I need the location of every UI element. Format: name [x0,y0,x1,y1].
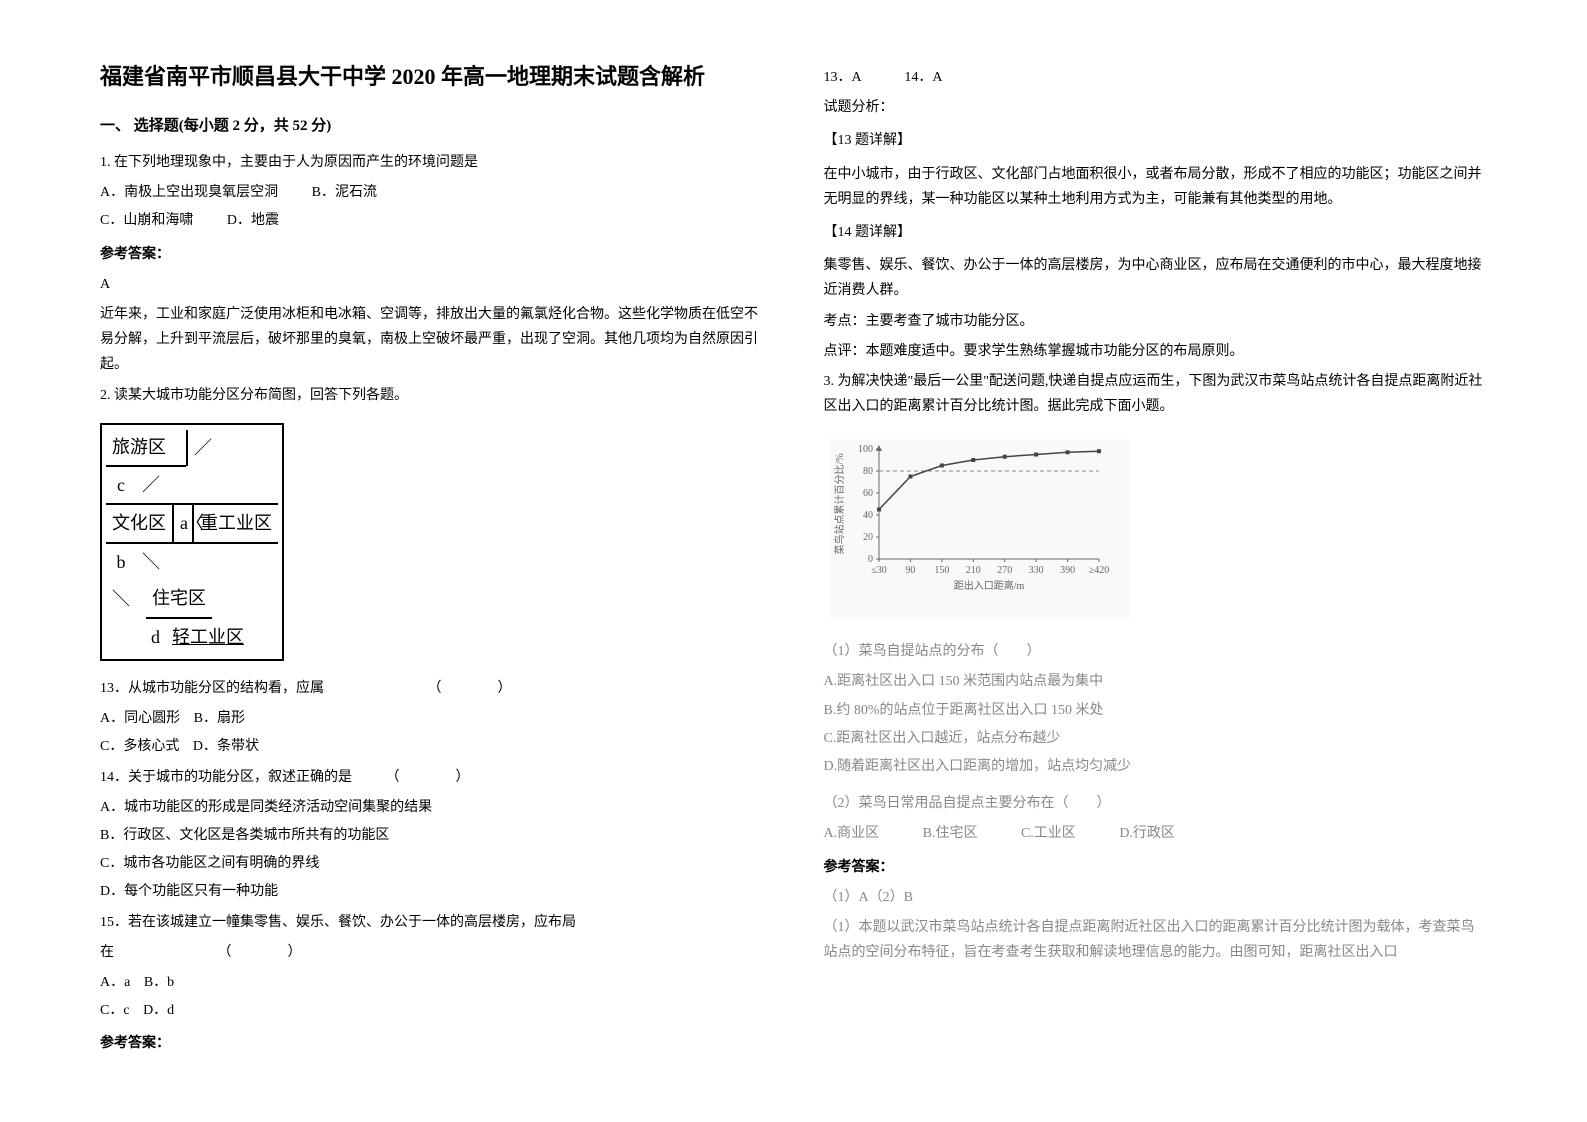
q13-optA: A．同心圆形 [100,711,180,726]
detail-14: 集零售、娱乐、餐饮、办公于一体的高层楼房，为中心商业区，应布局在交通便利的市中心… [824,253,1488,303]
q3-sub1-optA: A.距离社区出入口 150 米范围内站点最为集中 [824,669,1488,694]
q3-sub2-optC: C.工业区 [1021,826,1076,841]
q1-answer: A [100,272,764,297]
q3-sub1-optB: B.约 80%的站点位于距离社区出入口 150 米处 [824,698,1488,723]
diagram-tourism: 旅游区 [106,429,186,467]
answer-14: 14．A [904,70,942,85]
svg-text:≤30: ≤30 [871,565,887,576]
q3-stem: 3. 为解决快递"最后一公里"配送问题,快递自提点应运而生，下图为武汉市菜鸟站点… [824,369,1488,419]
detail-13-label: 【13 题详解】 [824,128,1488,153]
q1-optB: B．泥石流 [312,185,377,200]
q13-optC: C．多核心式 [100,739,179,754]
q14-optC: C．城市各功能区之间有明确的界线 [100,851,764,876]
diagram-light: 轻工业区 [166,619,250,655]
q15-optA: A．a [100,975,130,990]
q13-stem: 13．从城市功能分区的结构看，应属 （ ） [100,676,764,701]
svg-text:60: 60 [863,488,873,499]
q1-explanation: 近年来，工业和家庭广泛使用冰柜和电冰箱、空调等，排放出大量的氟氯烃化合物。这些化… [100,302,764,378]
q3-sub2-options: A.商业区 B.住宅区 C.工业区 D.行政区 [824,821,1488,846]
q15-line1: A．a B．b [100,970,764,995]
svg-text:≥420: ≥420 [1088,565,1109,576]
q1-stem: 1. 在下列地理现象中，主要由于人为原因而产生的环境问题是 [100,150,764,175]
svg-text:390: 390 [1060,565,1075,576]
svg-text:20: 20 [863,532,873,543]
q2-answer-label: 参考答案： [100,1031,764,1056]
diagram-culture: 文化区 [106,505,174,541]
diagram-d: d [106,619,166,655]
q1-optD: D．地震 [227,213,279,228]
q15-stem2: 在 （ ） [100,940,764,965]
q1-optC: C．山崩和海啸 [100,213,193,228]
q3-sub2-stem: （2）菜鸟日常用品自提点主要分布在（ ） [824,791,1488,816]
q1-options-line2: C．山崩和海啸 D．地震 [100,208,764,233]
svg-text:40: 40 [863,510,873,521]
q13-optD: D．条带状 [193,739,259,754]
comment: 点评：本题难度适中。要求学生熟练掌握城市功能分区的布局原则。 [824,339,1488,364]
detail-13: 在中小城市，由于行政区、文化部门占地面积很小，或者布局分散，形成不了相应的功能区… [824,162,1488,212]
svg-text:270: 270 [997,565,1012,576]
q3-sub1-optC: C.距离社区出入口越近，站点分布越少 [824,726,1488,751]
q3-sub2-optA: A.商业区 [824,826,880,841]
q3-sub1-stem: （1）菜鸟自提站点的分布（ ） [824,639,1488,664]
svg-text:菜鸟站点累计百分比/%: 菜鸟站点累计百分比/% [833,454,846,555]
q1-optA: A．南极上空出现臭氧层空洞 [100,185,278,200]
svg-text:330: 330 [1028,565,1043,576]
cumulative-percent-chart: 0 20 40 60 80 100 ≤30 90 150 210 270 330 390 ≥420 菜鸟站点… [824,434,1488,624]
answer-13: 13．A [824,70,861,85]
q14-optD: D．每个功能区只有一种功能 [100,879,764,904]
q3-sub2-optB: B.住宅区 [923,826,978,841]
svg-text:距出入口距离/m: 距出入口距离/m [953,579,1024,592]
q13-line1: A．同心圆形 B．扇形 [100,706,764,731]
q14-stem: 14．关于城市的功能分区，叙述正确的是 （ ） [100,765,764,790]
analysis-label: 试题分析： [824,95,1488,120]
q2-stem: 2. 读某大城市功能分区分布简图，回答下列各题。 [100,383,764,408]
q13-line2: C．多核心式 D．条带状 [100,734,764,759]
right-column: 13．A 14．A 试题分析： 【13 题详解】 在中小城市，由于行政区、文化部… [824,60,1488,1062]
svg-text:150: 150 [934,565,949,576]
left-column: 福建省南平市顺昌县大干中学 2020 年高一地理期末试题含解析 一、 选择题(每… [100,60,764,1062]
q15-optD: D．d [143,1003,174,1018]
q1-answer-label: 参考答案： [100,242,764,267]
q3-answer: （1）A（2）B [824,885,1488,910]
svg-text:90: 90 [905,565,915,576]
q13-optB: B．扇形 [194,711,245,726]
q3-sub2-optD: D.行政区 [1119,826,1175,841]
diagram-heavy: 重工业区 [200,513,272,533]
functional-zone-diagram: 旅游区 ／ c ／ 文化区 a 〈 重工业区 b ＼ ＼ 住宅区 [100,423,284,661]
q14-optA: A．城市功能区的形成是同类经济活动空间集聚的结果 [100,795,764,820]
q15-optB: B．b [144,975,174,990]
detail-14-label: 【14 题详解】 [824,220,1488,245]
diagram-residence: 住宅区 [146,580,212,618]
q15-optC: C．c [100,1003,130,1018]
section-1-heading: 一、 选择题(每小题 2 分，共 52 分) [100,113,764,140]
q14-optB: B．行政区、文化区是各类城市所共有的功能区 [100,823,764,848]
document-title: 福建省南平市顺昌县大干中学 2020 年高一地理期末试题含解析 [100,60,764,93]
svg-text:80: 80 [863,466,873,477]
diagram-c: c [106,467,136,503]
diagram-b: b [106,544,136,580]
q3-explanation: （1）本题以武汉市菜鸟站点统计各自提点距离附近社区出入口的距离累计百分比统计图为… [824,915,1488,965]
q15-stem: 15．若在该城建立一幢集零售、娱乐、餐饮、办公于一体的高层楼房，应布局 [100,910,764,935]
test-point: 考点：主要考查了城市功能分区。 [824,309,1488,334]
q1-options-line1: A．南极上空出现臭氧层空洞 B．泥石流 [100,180,764,205]
chart-svg: 0 20 40 60 80 100 ≤30 90 150 210 270 330 390 ≥420 菜鸟站点… [829,439,1129,619]
q3-answer-label: 参考答案： [824,855,1488,880]
svg-text:100: 100 [858,444,873,455]
q3-sub1-optD: D.随着距离社区出入口距离的增加，站点均匀减少 [824,754,1488,779]
q15-line2: C．c D．d [100,998,764,1023]
answers-line: 13．A 14．A [824,65,1488,90]
svg-text:210: 210 [965,565,980,576]
svg-text:0: 0 [868,554,873,565]
